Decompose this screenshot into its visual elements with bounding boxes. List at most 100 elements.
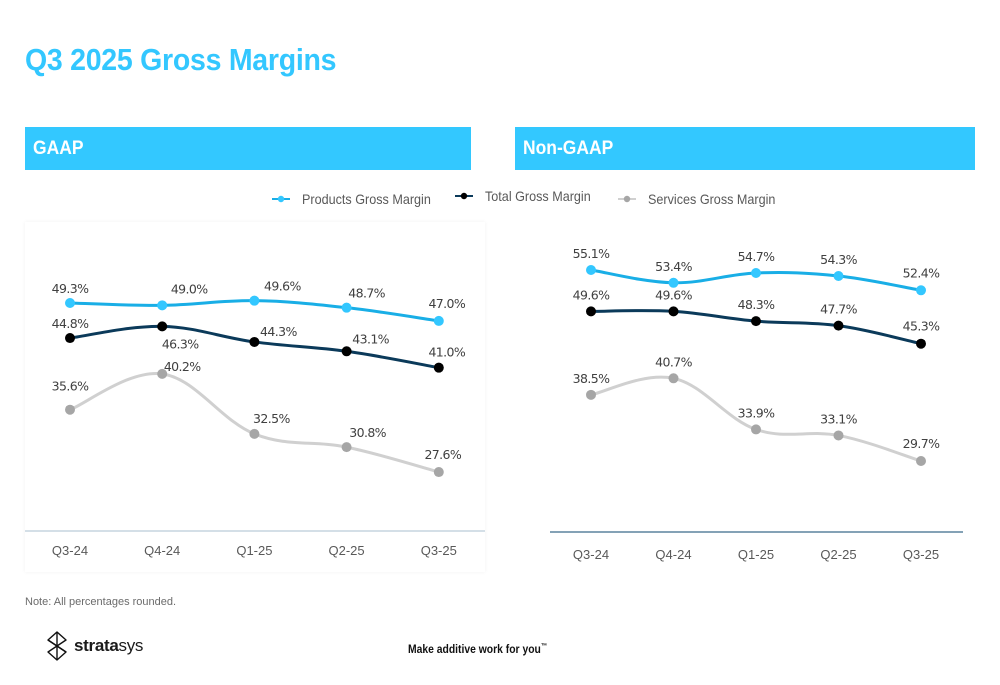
legend-label: Services Gross Margin	[648, 191, 776, 207]
data-point	[341, 302, 352, 313]
data-point	[916, 456, 926, 467]
nongaap-line-chart: Q3-24 Q4-24 Q1-25 Q2-25 Q3-25 38.5% 40.7% 33.9%…	[550, 246, 963, 562]
data-point	[341, 442, 352, 453]
data-label: 45.3%	[903, 319, 940, 334]
data-label: 54.7%	[738, 249, 775, 264]
data-point	[668, 373, 679, 384]
gaap-panel-header: GAAP	[25, 127, 471, 170]
legend-item-products: Products Gross Margin	[272, 191, 445, 207]
data-label: 54.3%	[820, 252, 857, 267]
data-label: 35.6%	[52, 379, 89, 394]
data-label: 30.8%	[349, 425, 386, 440]
legend-marker	[277, 195, 285, 203]
data-label: 33.9%	[738, 405, 775, 420]
data-point	[833, 320, 844, 331]
legend-item-services: Services Gross Margin	[618, 191, 790, 207]
data-label: 44.8%	[52, 316, 89, 331]
logo-wordmark: stratasys	[74, 636, 143, 656]
data-label: 33.1%	[820, 411, 857, 426]
legend-marker	[623, 195, 631, 203]
x-tick-label: Q4-24	[144, 543, 180, 558]
data-label: 48.3%	[738, 297, 775, 312]
data-label: 49.0%	[171, 281, 208, 296]
data-point	[433, 362, 444, 373]
page-title: Q3 2025 Gross Margins	[25, 42, 337, 77]
gaap-label: GAAP	[33, 138, 84, 159]
data-label: 41.0%	[428, 345, 465, 360]
nongaap-chart-container: Q3-24 Q4-24 Q1-25 Q2-25 Q3-25 38.5% 40.7% 33.9%…	[545, 222, 975, 572]
logo-wordmark-bold: strata	[74, 636, 119, 655]
data-point	[833, 271, 844, 282]
data-label: 29.7%	[903, 436, 940, 451]
data-point	[249, 295, 260, 306]
data-point	[751, 316, 761, 327]
data-label: 32.5%	[253, 411, 290, 426]
legend-label: Products Gross Margin	[302, 191, 431, 207]
data-label: 38.5%	[573, 371, 610, 386]
stratasys-logo-icon	[47, 631, 67, 661]
legend-item-total: Total Gross Margin	[455, 188, 602, 204]
nongaap-label: Non-GAAP	[523, 138, 614, 159]
data-point	[341, 346, 352, 357]
chart-legend: Products Gross Margin Total Gross Margin…	[0, 188, 1000, 210]
data-label: 47.0%	[428, 296, 465, 311]
trademark-mark: ™	[540, 643, 548, 650]
data-label: 27.6%	[424, 447, 461, 462]
data-point	[833, 430, 844, 441]
x-tick-label: Q2-25	[820, 547, 856, 562]
data-point	[249, 336, 260, 347]
tagline: Make additive work for you™	[408, 643, 547, 656]
data-point	[65, 404, 75, 415]
data-point	[157, 300, 168, 311]
x-tick-label: Q3-24	[52, 543, 88, 558]
x-tick-label: Q4-24	[655, 547, 691, 562]
data-label: 44.3%	[260, 324, 297, 339]
data-label: 40.7%	[655, 354, 692, 369]
data-label: 48.7%	[348, 286, 385, 301]
data-label: 55.1%	[573, 246, 610, 261]
legend-label: Total Gross Margin	[485, 188, 591, 204]
data-label: 40.2%	[164, 359, 201, 374]
data-point	[433, 467, 444, 478]
footnote: Note: All percentages rounded.	[25, 596, 177, 608]
x-tick-label: Q2-25	[329, 543, 365, 558]
data-point	[916, 285, 926, 296]
nongaap-panel-header: Non-GAAP	[515, 127, 975, 170]
data-point	[433, 315, 444, 326]
data-point	[65, 298, 75, 308]
data-point	[586, 306, 596, 317]
data-label: 47.7%	[820, 302, 857, 317]
data-label: 49.3%	[52, 281, 89, 296]
tagline-text: Make additive work for you	[408, 643, 541, 656]
data-point	[586, 265, 596, 275]
data-point	[751, 268, 761, 279]
data-point	[668, 277, 679, 288]
data-point	[586, 389, 596, 400]
legend-line-marker-icon	[618, 195, 636, 203]
x-tick-label: Q1-25	[738, 547, 774, 562]
data-point	[157, 321, 168, 332]
x-tick-label: Q3-25	[903, 547, 939, 562]
legend-line-marker-icon	[272, 195, 290, 203]
legend-marker	[460, 192, 468, 200]
series-line-total-gross-margin	[589, 309, 923, 346]
data-point	[916, 338, 926, 349]
x-tick-label: Q1-25	[236, 543, 272, 558]
data-point	[65, 333, 75, 344]
data-label: 49.6%	[655, 287, 692, 302]
x-tick-label: Q3-24	[573, 547, 609, 562]
data-point	[157, 368, 168, 379]
data-point	[668, 306, 679, 317]
data-point	[751, 424, 761, 435]
data-point	[249, 428, 260, 439]
gaap-line-chart: Q3-24 Q4-24 Q1-25 Q2-25 Q3-25 35.6% 40.2% 32.5%…	[25, 279, 485, 558]
data-label: 53.4%	[655, 259, 692, 274]
x-tick-label: Q3-25	[421, 543, 457, 558]
data-label: 52.4%	[903, 265, 940, 280]
data-label: 46.3%	[162, 336, 199, 351]
data-label: 43.1%	[352, 331, 389, 346]
data-label: 49.6%	[573, 287, 610, 302]
stratasys-logo: stratasys	[46, 631, 143, 661]
gaap-chart-container: Q3-24 Q4-24 Q1-25 Q2-25 Q3-25 35.6% 40.2% 32.5%…	[25, 222, 485, 572]
data-label: 49.6%	[264, 279, 301, 294]
